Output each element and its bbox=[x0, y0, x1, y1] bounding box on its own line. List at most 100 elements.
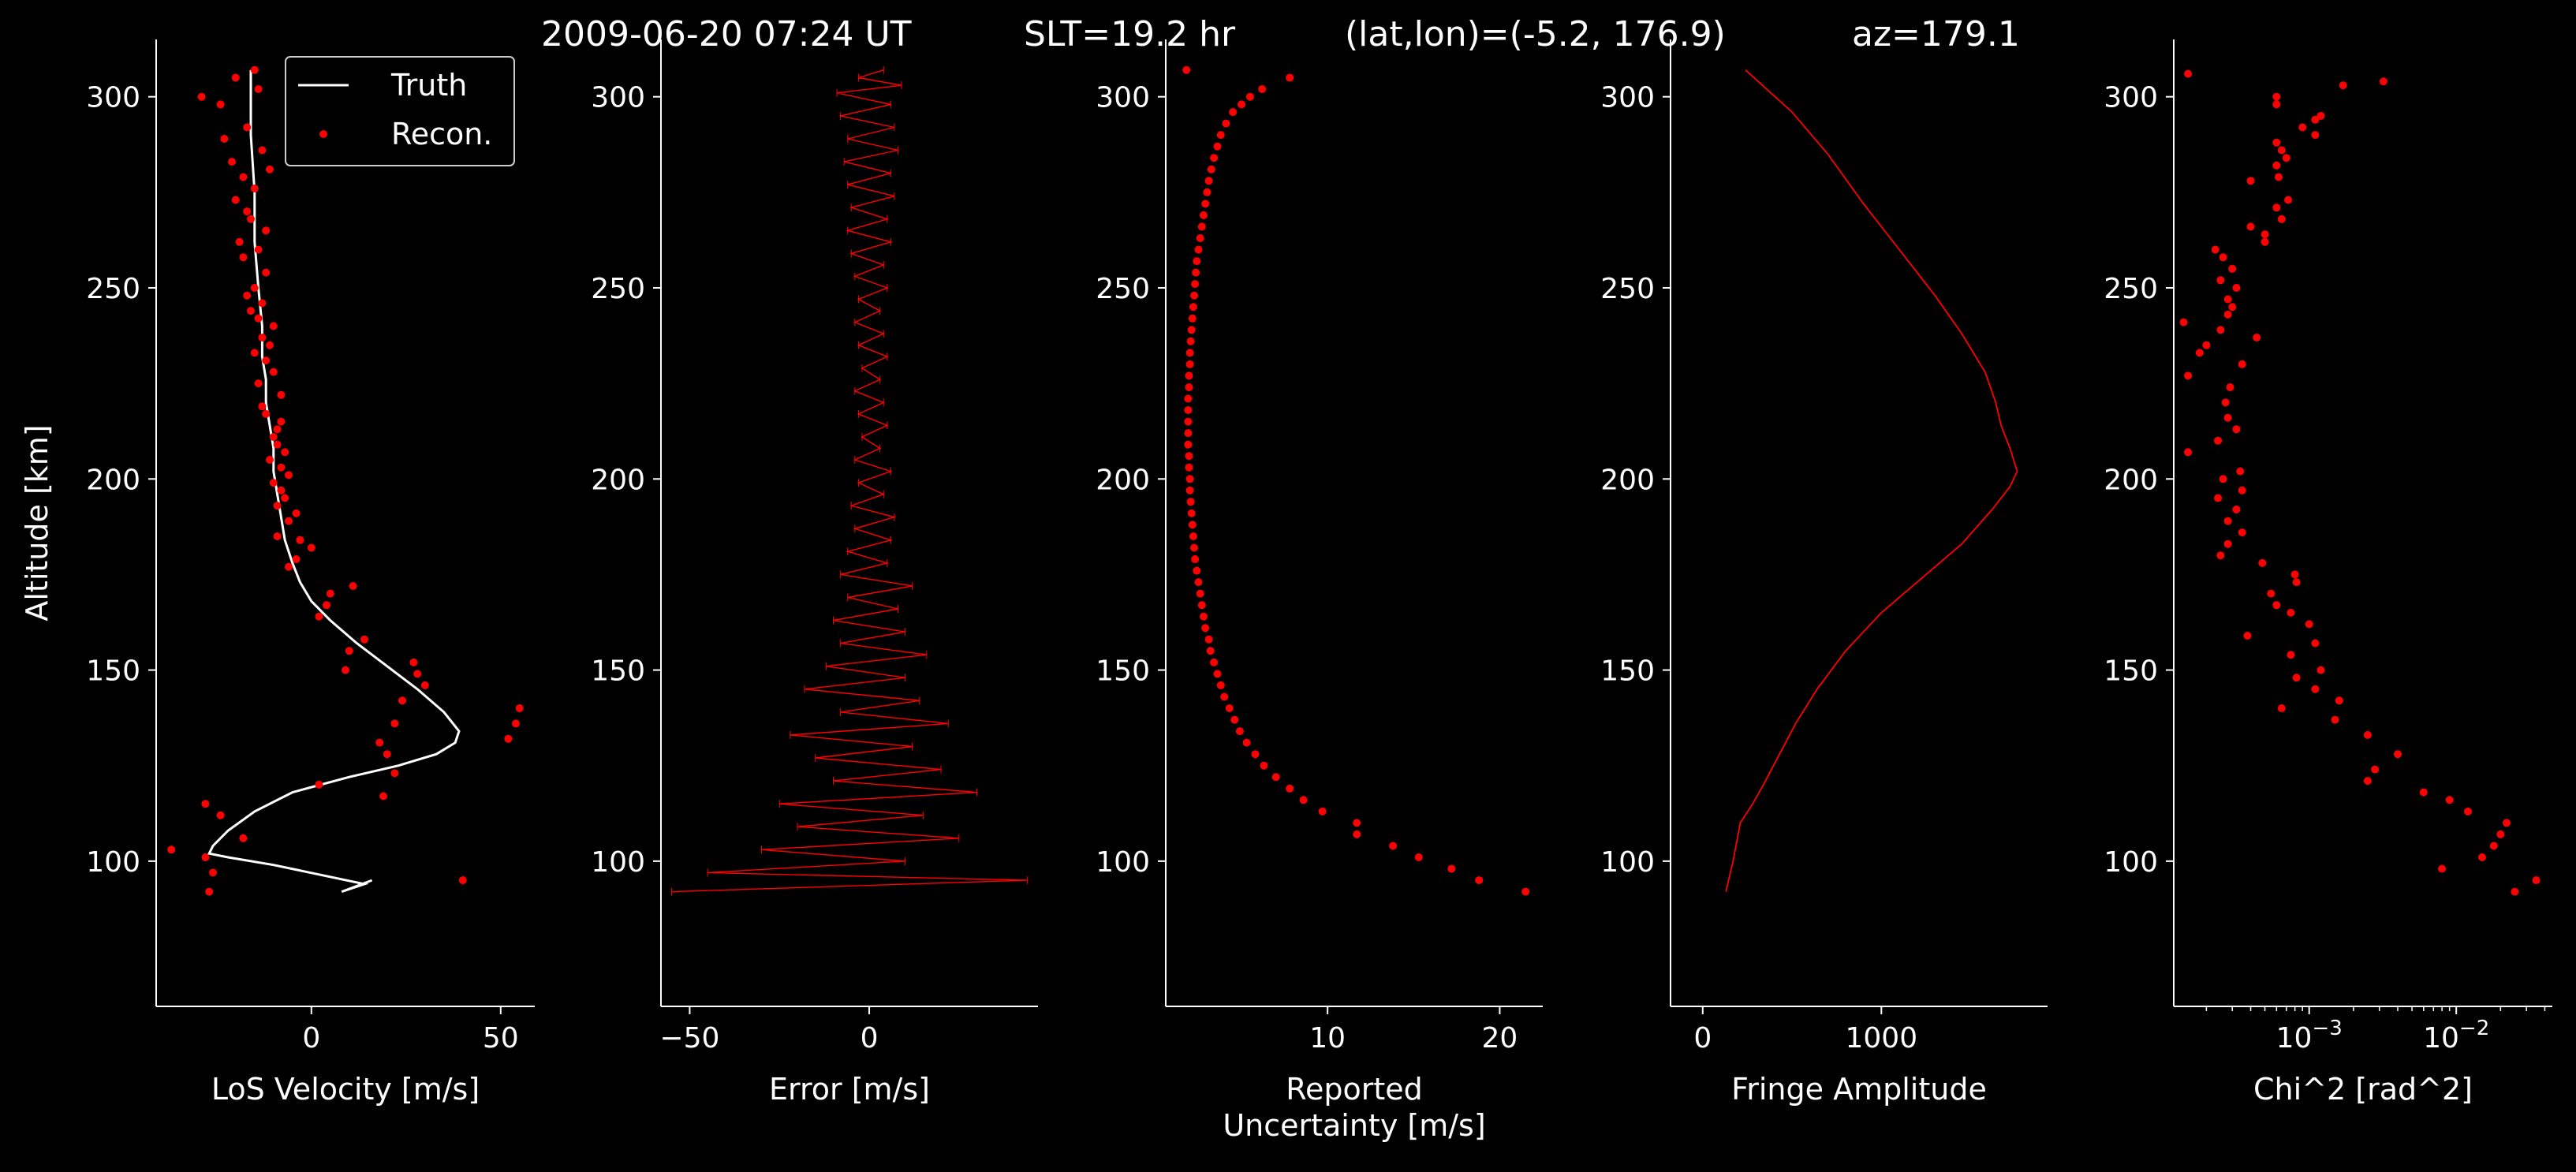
y-tick-label: 100 bbox=[2104, 846, 2158, 879]
recon-point bbox=[323, 601, 330, 610]
x-tick-label: −50 bbox=[659, 1022, 719, 1054]
y-tick-label: 150 bbox=[1096, 655, 1150, 688]
recon-point bbox=[1210, 154, 1219, 162]
recon-point bbox=[379, 792, 387, 801]
recon-point bbox=[266, 341, 274, 349]
panel-4: 100 150 200 250 300 0 1000 Fringe Amplitude bbox=[1600, 39, 2048, 1107]
recon-point bbox=[243, 291, 252, 300]
recon-point bbox=[231, 196, 240, 204]
y-tick-label: 150 bbox=[86, 655, 140, 688]
recon-point bbox=[201, 800, 210, 808]
recon-point bbox=[1238, 100, 1245, 109]
recon-point bbox=[2363, 730, 2372, 739]
recon-point bbox=[1185, 360, 1194, 368]
recon-point bbox=[1185, 383, 1193, 391]
recon-point bbox=[2236, 467, 2245, 476]
recon-point bbox=[1194, 245, 1203, 254]
recon-point bbox=[2292, 578, 2301, 587]
recon-point bbox=[2379, 77, 2387, 86]
recon-point bbox=[2261, 230, 2269, 239]
recon-point bbox=[360, 635, 368, 644]
recon-point bbox=[269, 368, 278, 376]
recon-point bbox=[345, 647, 353, 655]
x-axis-label: Reported Uncertainty [m/s] bbox=[1223, 1072, 1485, 1143]
y-tick-label: 300 bbox=[86, 82, 140, 114]
recon-point bbox=[2219, 475, 2227, 483]
recon-point bbox=[258, 402, 267, 411]
recon-point bbox=[1225, 704, 1234, 712]
recon-point bbox=[1229, 108, 1238, 117]
y-tick-label: 300 bbox=[591, 82, 645, 114]
recon-point bbox=[1286, 73, 1294, 82]
recon-point bbox=[1318, 807, 1327, 816]
recon-point bbox=[342, 666, 349, 674]
recon-point bbox=[2202, 341, 2211, 349]
y-tick-label: 200 bbox=[1096, 464, 1150, 496]
recon-point bbox=[2261, 237, 2269, 246]
recon-point bbox=[2223, 517, 2232, 525]
recon-point bbox=[1185, 452, 1193, 461]
recon-point bbox=[254, 314, 263, 323]
truth-line bbox=[207, 69, 461, 894]
recon-point bbox=[258, 146, 267, 155]
y-tick-label: 250 bbox=[591, 273, 645, 305]
recon-point bbox=[2246, 177, 2255, 185]
recon-point bbox=[1189, 532, 1197, 540]
recon-point bbox=[1213, 142, 1222, 151]
recon-point bbox=[2290, 570, 2299, 579]
recon-point bbox=[228, 158, 236, 166]
title-time: 2009-06-20 07:24 UT bbox=[541, 14, 912, 54]
recon-point bbox=[262, 226, 271, 235]
recon-point bbox=[1184, 429, 1193, 438]
recon-point bbox=[398, 696, 406, 705]
recon-point bbox=[273, 502, 282, 510]
recon-point bbox=[2287, 651, 2295, 659]
recon-point bbox=[420, 681, 429, 689]
y-tick-label: 100 bbox=[591, 846, 645, 879]
recon-point bbox=[2489, 842, 2498, 850]
recon-point bbox=[247, 307, 255, 315]
recon-point bbox=[243, 123, 252, 132]
recon-point bbox=[1213, 670, 1222, 678]
recon-point bbox=[1235, 727, 1244, 736]
recon-point bbox=[277, 463, 286, 472]
recon-point bbox=[262, 409, 271, 418]
recon-point bbox=[2282, 154, 2290, 162]
recon-point bbox=[2184, 371, 2193, 380]
recon-point bbox=[2317, 111, 2325, 120]
recon-point bbox=[1258, 85, 1267, 93]
recon-point bbox=[2272, 92, 2281, 101]
y-tick-label: 100 bbox=[1096, 846, 1150, 879]
recon-point bbox=[2511, 887, 2519, 896]
recon-point bbox=[1197, 601, 1206, 610]
recon-point bbox=[2238, 486, 2246, 495]
recon-point bbox=[250, 284, 259, 292]
recon-point bbox=[1414, 853, 1423, 861]
recon-point bbox=[1204, 177, 1213, 185]
recon-point bbox=[2232, 284, 2241, 292]
x-axis-label: Chi^2 [rad^2] bbox=[2253, 1072, 2473, 1107]
y-tick-label: 250 bbox=[1600, 273, 1655, 305]
x-axis-label: Error [m/s] bbox=[769, 1072, 930, 1107]
recon-point bbox=[2305, 620, 2313, 629]
recon-point bbox=[1200, 612, 1208, 621]
recon-point bbox=[1185, 486, 1194, 495]
recon-point bbox=[216, 811, 225, 819]
recon-point bbox=[2253, 334, 2261, 342]
recon-point bbox=[2214, 494, 2223, 502]
recon-point bbox=[2223, 310, 2232, 319]
x-tick-label: 50 bbox=[483, 1022, 519, 1054]
recon-point bbox=[1192, 268, 1200, 277]
recon-point bbox=[296, 536, 304, 544]
y-tick-label: 200 bbox=[591, 464, 645, 496]
recon-point bbox=[197, 92, 206, 101]
recon-point bbox=[1286, 784, 1294, 793]
title-latlon: (lat,lon)=(-5.2, 176.9) bbox=[1345, 14, 1726, 54]
recon-point bbox=[2272, 161, 2281, 170]
recon-point bbox=[2478, 853, 2486, 861]
recon-point bbox=[2216, 326, 2225, 334]
title-slt: SLT=19.2 hr bbox=[1024, 14, 1236, 54]
recon-point bbox=[2179, 318, 2188, 327]
recon-point bbox=[269, 479, 278, 487]
recon-point bbox=[1389, 842, 1398, 850]
